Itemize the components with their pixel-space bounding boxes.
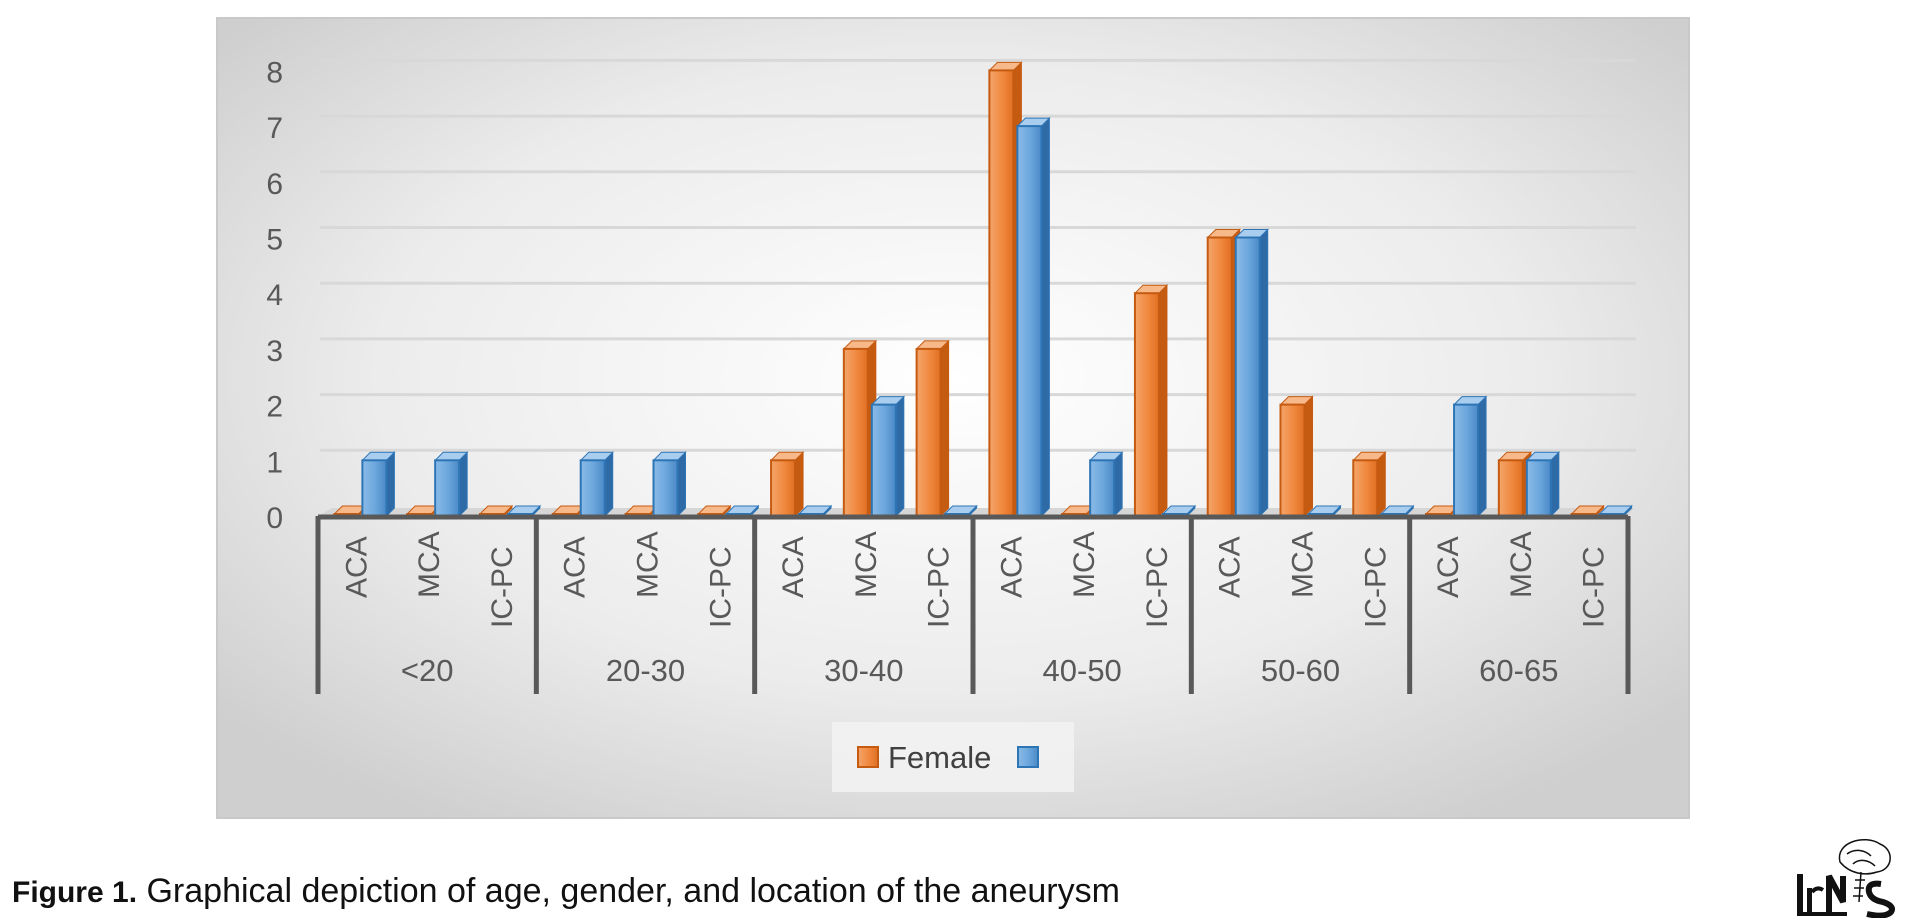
group-label: 20-30 [606, 653, 685, 688]
category-label: IC-PC [704, 546, 737, 628]
bar [1452, 395, 1488, 518]
y-tick-label: 1 [266, 446, 283, 479]
bar [1016, 116, 1051, 518]
y-tick-label: 6 [266, 168, 283, 201]
bar [870, 395, 906, 518]
irns-logo [1797, 839, 1895, 918]
group-label: 30-40 [824, 653, 903, 688]
category-label: ACA [340, 536, 373, 598]
bar [1088, 451, 1124, 518]
legend: Female [832, 722, 1074, 792]
group-label: 50-60 [1261, 653, 1340, 688]
category-label: ACA [995, 536, 1028, 598]
category-label: IC-PC [1141, 546, 1174, 628]
y-tick-label: 7 [266, 112, 283, 145]
category-label: ACA [1432, 536, 1465, 598]
bar [361, 451, 396, 518]
y-tick-label: 0 [266, 502, 283, 535]
legend-swatch [857, 746, 879, 768]
group-label: <20 [401, 653, 454, 688]
bar [1525, 451, 1561, 518]
category-label: MCA [1287, 531, 1320, 598]
bar [652, 451, 687, 518]
category-label: MCA [1068, 531, 1101, 598]
y-tick-label: 8 [266, 56, 283, 89]
bar [1133, 283, 1169, 518]
bar [579, 451, 614, 518]
group-label: 60-65 [1479, 653, 1558, 688]
category-label: MCA [632, 531, 665, 598]
category-label: IC-PC [486, 546, 519, 628]
category-label: IC-PC [1359, 546, 1392, 628]
y-axis-ticks: 0 1 2 3 4 5 6 7 8 [266, 56, 283, 535]
figure-caption: Figure 1. Graphical depiction of age, ge… [12, 872, 1120, 911]
category-label: ACA [1214, 536, 1247, 598]
category-label: ACA [777, 536, 810, 598]
bar [915, 339, 950, 518]
y-tick-label: 4 [266, 279, 283, 312]
bar [433, 451, 469, 518]
group-label: 40-50 [1043, 653, 1122, 688]
x-axis: ACA MCA IC-PC <20 ACA MCA IC-PC 20-30 ACA MCA IC-P… [315, 514, 1631, 694]
bars [333, 61, 1633, 518]
bar [988, 61, 1023, 518]
legend-swatch [1017, 746, 1039, 768]
y-tick-label: 5 [266, 224, 283, 257]
bar [1279, 395, 1314, 518]
bar [769, 451, 805, 518]
category-label: IC-PC [923, 546, 956, 628]
category-label: MCA [1505, 531, 1538, 598]
category-label: MCA [850, 531, 883, 598]
category-label: ACA [559, 536, 592, 598]
caption-text: Graphical depiction of age, gender, and … [146, 872, 1120, 910]
chart-background [216, 17, 1690, 819]
y-tick-label: 3 [266, 335, 283, 368]
y-tick-label: 2 [266, 391, 283, 424]
bar [1352, 451, 1387, 518]
caption-label: Figure 1. [12, 876, 138, 909]
legend-label: Female [888, 740, 991, 775]
bar [1234, 228, 1269, 518]
category-label: MCA [413, 531, 446, 598]
category-label: IC-PC [1578, 546, 1611, 628]
